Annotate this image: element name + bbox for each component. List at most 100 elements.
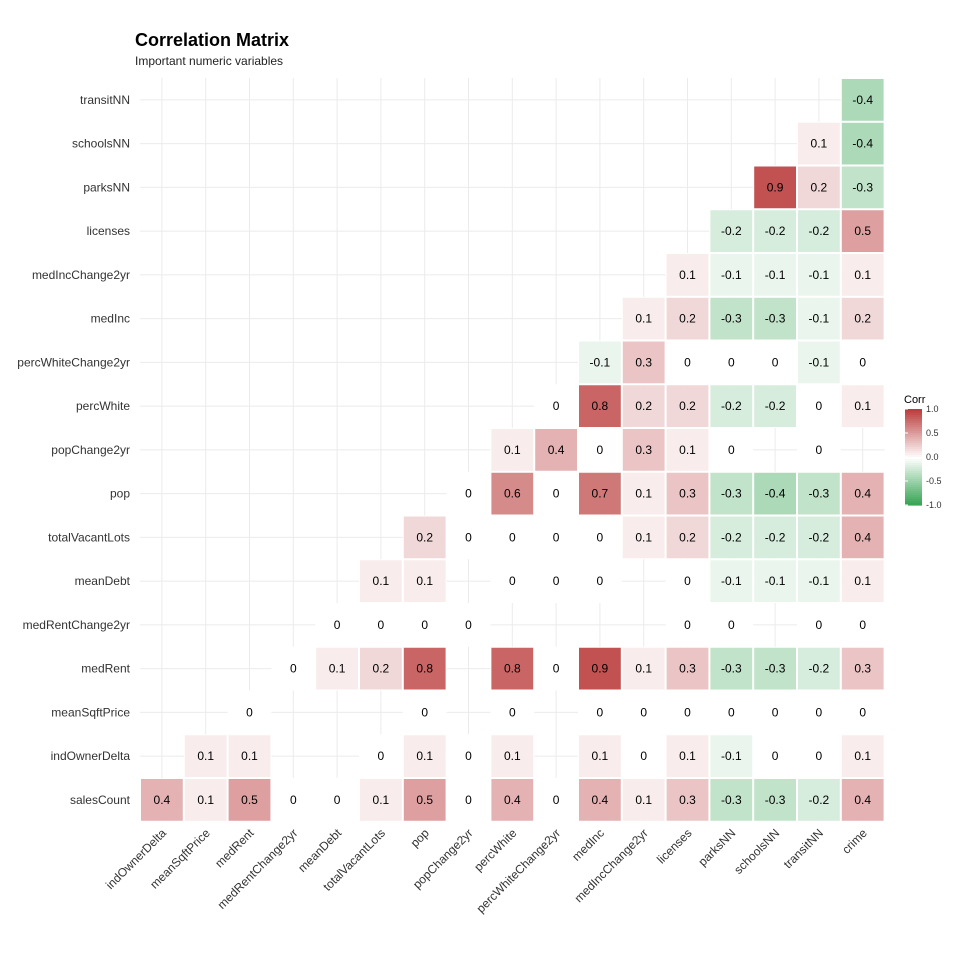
legend-color-step: [905, 441, 922, 444]
heatmap-cell: [621, 471, 666, 516]
legend-tick-label: 0.5: [926, 428, 939, 438]
heatmap-cell: [797, 603, 841, 647]
cell-value-label: 0.8: [504, 662, 521, 676]
cell-value-label: -0.1: [721, 749, 742, 763]
cell-value-label: 0: [553, 487, 560, 501]
y-axis-tick-label: percWhiteChange2yr: [17, 355, 130, 369]
legend-color-step: [905, 425, 922, 428]
cell-value-label: 0.8: [592, 399, 609, 413]
cell-value-label: 0: [684, 618, 691, 632]
heatmap-cell: [578, 690, 622, 735]
y-axis-tick-label: popChange2yr: [51, 443, 130, 457]
heatmap-cell: [665, 603, 710, 647]
y-axis-tick-label: indOwnerDelta: [51, 749, 131, 763]
cell-value-label: -0.3: [852, 180, 873, 194]
heatmap-cell: [359, 778, 403, 822]
heatmap-cell: [840, 471, 885, 516]
cell-value-label: -0.1: [809, 355, 830, 369]
cell-value-label: 0.1: [635, 312, 652, 326]
cell-value-label: 0.3: [679, 793, 696, 807]
cell-value-label: 0: [816, 705, 823, 719]
x-axis-tick-label: medRent: [212, 826, 257, 871]
legend-color-step: [905, 437, 922, 440]
heatmap-cell: [709, 778, 754, 822]
heatmap-cell: [709, 428, 754, 472]
cell-value-label: 0.1: [854, 574, 871, 588]
y-axis-tick-label: licenses: [87, 224, 130, 238]
cell-value-label: 0: [859, 705, 866, 719]
heatmap-cell: [753, 471, 798, 516]
heatmap-cell: [753, 690, 798, 735]
cell-value-label: -0.3: [765, 312, 786, 326]
cell-value-label: 0: [772, 705, 779, 719]
heatmap-cells: [140, 78, 885, 822]
heatmap-cell: [359, 734, 403, 778]
cell-value-label: 0: [597, 530, 604, 544]
x-axis-tick-label: transitNN: [781, 826, 826, 871]
heatmap-cell: [709, 209, 754, 253]
cell-value-label: -0.2: [721, 530, 742, 544]
legend-color-step: [905, 473, 922, 476]
cell-value-label: 0.1: [416, 749, 433, 763]
legend-color-step: [905, 451, 922, 454]
heatmap-cell: [665, 690, 710, 735]
heatmap-cell: [140, 778, 184, 822]
y-axis-tick-label: parksNN: [83, 180, 130, 194]
legend-color-step: [905, 431, 922, 434]
cell-value-label: 0: [728, 705, 735, 719]
heatmap-cell: [621, 778, 666, 822]
heatmap-cell: [490, 778, 535, 822]
heatmap-cell: [534, 646, 579, 691]
cell-value-label: 0.4: [592, 793, 609, 807]
cell-value-label: 0: [728, 355, 735, 369]
cell-value-label: -0.3: [765, 793, 786, 807]
heatmap-labels: 0.4 0.1 0.5 0 0 0.1 0.5 0 0.4 0 0.4 0.1 0.3 -0.3 -0.3 -…: [154, 93, 874, 807]
legend-color-step: [905, 409, 922, 412]
cell-value-label: 0.8: [416, 662, 433, 676]
cell-value-label: 0: [421, 705, 428, 719]
cell-value-label: 0.1: [592, 749, 609, 763]
cell-value-label: 0.1: [197, 749, 214, 763]
cell-value-label: -0.4: [852, 137, 873, 151]
y-axis-tick-label: percWhite: [76, 399, 130, 413]
cell-value-label: 0.1: [416, 574, 433, 588]
cell-value-label: 0: [772, 749, 779, 763]
cell-value-label: 0.1: [854, 268, 871, 282]
heatmap-cell: [446, 603, 491, 647]
heatmap-cell: [534, 428, 579, 472]
legend-color-step: [905, 453, 922, 456]
y-axis-tick-label: medRent: [81, 662, 130, 676]
cell-value-label: 0.2: [373, 662, 390, 676]
x-axis-tick-label: parksNN: [696, 826, 739, 869]
cell-value-label: 0.1: [241, 749, 258, 763]
heatmap-cell: [665, 646, 710, 691]
cell-value-label: 0: [816, 618, 823, 632]
heatmap-cell: [402, 734, 447, 778]
heatmap-cell: [797, 778, 841, 822]
cell-value-label: 0: [421, 618, 428, 632]
heatmap-cell: [840, 646, 885, 691]
y-axis-tick-label: medRentChange2yr: [23, 618, 130, 632]
cell-value-label: 0.2: [416, 530, 433, 544]
cell-value-label: -0.2: [721, 224, 742, 238]
legend-color-step: [905, 503, 922, 506]
heatmap-cell: [797, 471, 841, 516]
heatmap-cell: [665, 253, 710, 297]
cell-value-label: -0.3: [721, 487, 742, 501]
legend-tick-label: 0.0: [926, 452, 939, 462]
heatmap-cell: [402, 690, 447, 735]
cell-value-label: 0.1: [635, 662, 652, 676]
heatmap-cell: [753, 253, 798, 297]
heatmap-cell: [490, 515, 535, 560]
heatmap-cell: [578, 559, 622, 603]
heatmap-cell: [315, 603, 360, 647]
heatmap-cell: [753, 384, 798, 428]
heatmap-cell: [797, 121, 841, 166]
heatmap-cell: [797, 428, 841, 472]
cell-value-label: 0.7: [592, 487, 609, 501]
heatmap-cell: [402, 515, 447, 560]
cell-value-label: -0.1: [721, 268, 742, 282]
cell-value-label: 0.2: [811, 180, 828, 194]
cell-value-label: 0: [334, 618, 341, 632]
